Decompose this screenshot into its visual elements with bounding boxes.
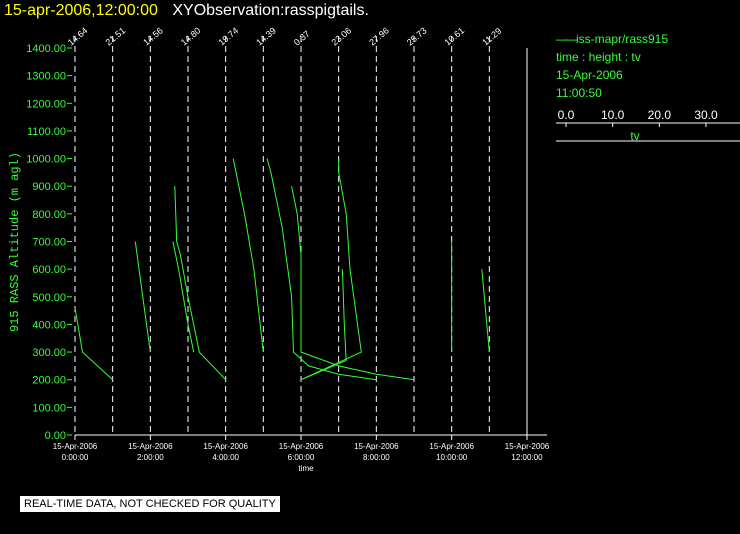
profile-marker-label-8: 27.96 xyxy=(367,25,391,47)
profile-marker-label-9: 25.73 xyxy=(405,25,429,47)
legend-date: 15-Apr-2006 xyxy=(556,68,623,82)
data-series xyxy=(74,158,490,381)
series-line-5 xyxy=(266,158,377,381)
profile-marker-label-5: 14.39 xyxy=(254,25,278,47)
profile-marker-label-0: 14.64 xyxy=(66,25,90,47)
profile-marker-label-10: 10.61 xyxy=(443,25,467,47)
series-line-1 xyxy=(134,241,151,353)
colorbar-ticks: 0.0 10.0 20.0 30.0 xyxy=(558,108,718,127)
x-tick-time-3: 6:00:00 xyxy=(288,453,315,462)
title-bar: 15-apr-2006,12:00:00 XYObservation:rassp… xyxy=(4,2,369,24)
title-date: 15-apr-2006,12:00:00 xyxy=(4,2,158,19)
x-tick-time-5: 10:00:00 xyxy=(436,453,468,462)
series-line-7 xyxy=(300,158,362,381)
profile-marker-label-11: 11.29 xyxy=(480,26,503,48)
x-tick-time-4: 8:00:00 xyxy=(363,453,390,462)
x-tick-time-1: 2:00:00 xyxy=(137,453,164,462)
y-tick-label-8: 800.00 xyxy=(32,209,66,221)
series-line-10 xyxy=(481,269,490,353)
y-tick-label-5: 500.00 xyxy=(32,292,66,304)
profile-marker-label-3: 14.80 xyxy=(179,25,203,47)
y-tick-label-3: 300.00 xyxy=(32,347,66,359)
colorbar-tick-label-2: 20.0 xyxy=(648,108,672,122)
x-tick-date-5: 15-Apr-2006 xyxy=(429,442,474,451)
x-tick-date-0: 15-Apr-2006 xyxy=(53,442,98,451)
x-tick-date-2: 15-Apr-2006 xyxy=(203,442,248,451)
colorbar-tick-label-0: 0.0 xyxy=(558,108,575,122)
y-tick-label-0: 0.00 xyxy=(45,430,66,442)
y-tick-label-7: 700.00 xyxy=(32,237,66,249)
series-line-8 xyxy=(300,269,347,381)
y-tick-label-12: 1200.00 xyxy=(26,98,66,110)
colorbar: 0.0 10.0 20.0 30.0 tv xyxy=(556,108,740,143)
y-axis-ticks: 0.00 100.00 200.00 300.00 400.00 500.00 600.00… xyxy=(26,43,72,442)
series-line-4 xyxy=(232,158,264,353)
y-tick-label-1: 100.00 xyxy=(32,402,66,414)
profile-marker-label-1: 21.51 xyxy=(104,25,128,47)
profile-marker-label-6: 0.37 xyxy=(292,29,312,48)
profile-marker-label-4: 19.74 xyxy=(217,25,241,47)
axes-frame xyxy=(75,48,547,436)
x-tick-date-6: 15-Apr-2006 xyxy=(505,442,550,451)
x-tick-time-0: 0:00:00 xyxy=(62,453,89,462)
profile-marker-labels: 14.64 21.51 14.56 14.80 19.74 14.39 0.37 23.06 2… xyxy=(66,25,504,47)
colorbar-tick-label-1: 10.0 xyxy=(601,108,625,122)
legend-series-label: iss-mapr/rass915 xyxy=(556,30,740,48)
x-tick-time-2: 4:00:00 xyxy=(212,453,239,462)
y-tick-label-11: 1100.00 xyxy=(27,126,66,138)
series-line-3 xyxy=(172,241,195,353)
y-axis-label: 915 RASS Altitude (m agl) xyxy=(8,152,22,332)
y-tick-label-2: 200.00 xyxy=(32,375,66,387)
profile-marker-lines xyxy=(74,36,490,435)
y-tick-label-6: 600.00 xyxy=(32,264,66,276)
x-tick-date-4: 15-Apr-2006 xyxy=(354,442,399,451)
legend: iss-mapr/rass915 time : height : tv 15-A… xyxy=(556,30,740,102)
x-tick-date-1: 15-Apr-2006 xyxy=(128,442,173,451)
x-axis-label: time xyxy=(298,464,314,473)
series-line-2 xyxy=(174,186,227,381)
y-tick-label-14: 1400.00 xyxy=(26,43,66,55)
y-tick-label-4: 400.00 xyxy=(32,319,66,331)
colorbar-label: tv xyxy=(630,129,639,143)
series-line-0 xyxy=(74,307,114,381)
series-line-6 xyxy=(291,186,415,381)
colorbar-tick-label-3: 30.0 xyxy=(694,108,718,122)
profile-marker-label-2: 14.56 xyxy=(141,25,165,47)
x-tick-time-6: 12:00:00 xyxy=(511,453,543,462)
x-tick-date-3: 15-Apr-2006 xyxy=(279,442,324,451)
y-tick-label-9: 900.00 xyxy=(32,181,66,193)
y-tick-label-10: 1000.00 xyxy=(26,154,66,166)
title-main: XYObservation:rasspigtails. xyxy=(172,2,369,19)
legend-time: 11:00:50 xyxy=(556,86,602,100)
x-axis-ticks: 15-Apr-2006 0:00:00 15-Apr-2006 2:00:00 15-A… xyxy=(53,435,550,462)
profile-marker-label-7: 23.06 xyxy=(330,25,354,47)
legend-kind: time : height : tv xyxy=(556,50,641,64)
quality-disclaimer: REAL-TIME DATA, NOT CHECKED FOR QUALITY xyxy=(20,496,280,512)
y-tick-label-13: 1300.00 xyxy=(26,71,66,83)
